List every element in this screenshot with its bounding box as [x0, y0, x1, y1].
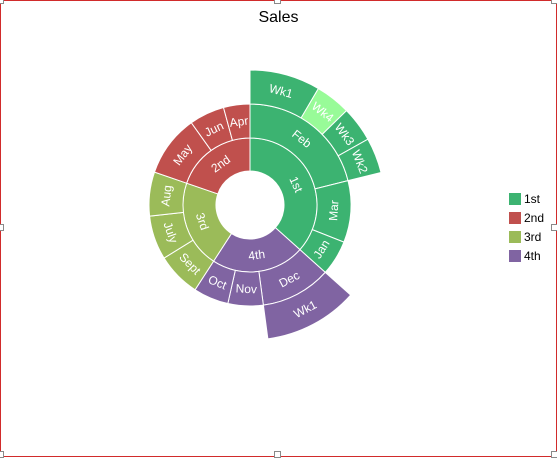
chart-title: Sales — [258, 9, 299, 26]
month-apr-segment[interactable] — [222, 103, 251, 141]
legend-item-2nd[interactable]: 2nd — [509, 208, 544, 227]
legend-label: 4th — [524, 248, 541, 263]
month-july-label: July — [160, 220, 180, 245]
legend-label: 3rd — [524, 229, 542, 244]
legend-swatch — [509, 230, 521, 243]
week-feb-wk1-label: Wk1 — [268, 81, 295, 101]
quarter-1st-label: 1st — [286, 174, 306, 195]
month-nov-label: Nov — [235, 281, 257, 296]
legend-label: 1st — [524, 191, 541, 206]
resize-handle-top[interactable] — [274, 0, 281, 4]
resize-handle-right[interactable] — [551, 224, 557, 231]
month-apr-label: Apr — [229, 114, 249, 130]
legend: 1st 2nd 3rd 4th — [509, 189, 544, 265]
quarter-3rd-label: 3rd — [193, 211, 212, 232]
legend-label: 2nd — [524, 210, 545, 225]
legend-swatch — [509, 192, 521, 205]
month-oct-label: Oct — [206, 272, 229, 292]
legend-item-1st[interactable]: 1st — [509, 189, 544, 208]
legend-swatch — [509, 211, 521, 224]
month-aug-label: Aug — [158, 184, 174, 207]
quarter-4th-label: 4th — [247, 247, 265, 263]
legend-item-3rd[interactable]: 3rd — [509, 227, 544, 246]
legend-item-4th[interactable]: 4th — [509, 246, 544, 265]
month-mar-label: Mar — [326, 200, 341, 222]
week-dec-wk1-segment[interactable] — [262, 271, 352, 340]
legend-swatch — [509, 249, 521, 262]
resize-handle-top-right[interactable] — [551, 0, 557, 4]
resize-handle-left[interactable] — [0, 224, 4, 231]
resize-handle-top-left[interactable] — [0, 0, 4, 4]
